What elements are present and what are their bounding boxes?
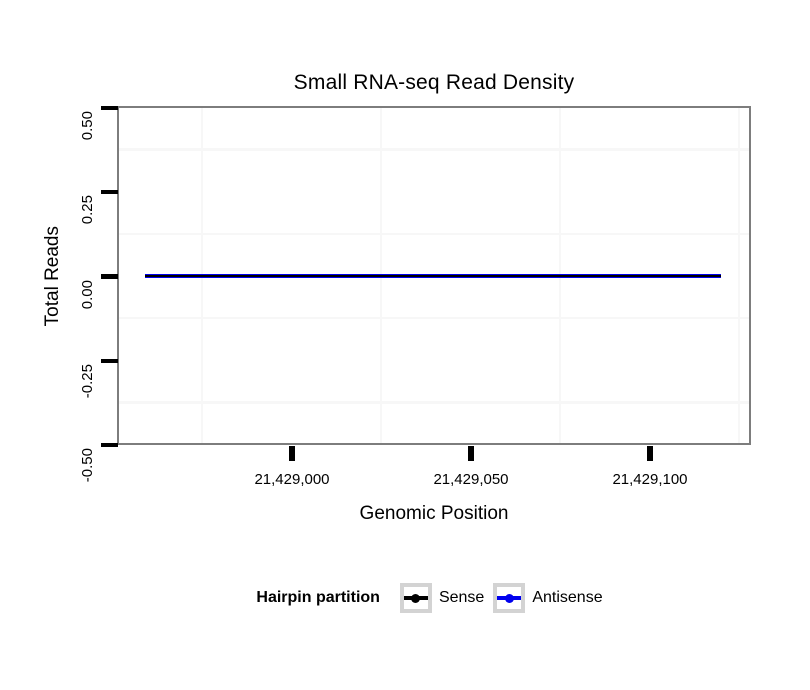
y-axis-title: Total Reads (42, 226, 63, 327)
gridline-minor-horizontal (119, 316, 749, 320)
legend-key-sense (399, 583, 432, 613)
y-axis-tick-label: 0.25 (79, 195, 96, 225)
y-axis-tick (101, 442, 118, 448)
x-axis-tick (647, 445, 653, 461)
legend-key-point-icon (411, 593, 421, 603)
x-axis-tick (468, 445, 474, 461)
y-axis-tick (101, 358, 118, 363)
y-axis-tick-label: -0.50 (79, 448, 96, 483)
gridline-minor-horizontal (119, 401, 749, 404)
chart-title: Small RNA-seq Read Density (293, 71, 575, 94)
x-axis-tick (289, 445, 295, 461)
y-axis-tick (101, 190, 118, 195)
y-axis-tick (101, 105, 118, 111)
gridline-minor-vertical (737, 108, 741, 443)
legend-key-point-icon (504, 593, 514, 603)
gridline-minor-horizontal (119, 148, 749, 151)
legend-title: Hairpin partition (256, 589, 380, 606)
legend: Hairpin partition Sense Antisense (117, 578, 751, 618)
series-line-sense (144, 274, 722, 278)
plot-panel (117, 106, 751, 445)
legend-label-sense: Sense (438, 589, 485, 606)
legend-key-antisense (493, 583, 526, 613)
y-axis-tick-label: 0.50 (79, 111, 96, 141)
x-axis-title: Genomic Position (359, 503, 509, 524)
x-axis-tick-label: 21,429,050 (433, 471, 509, 488)
y-axis-tick-label: 0.00 (79, 279, 96, 309)
gridline-minor-horizontal (119, 232, 749, 236)
x-axis-tick-label: 21,429,000 (254, 471, 330, 488)
x-axis-tick-label: 21,429,100 (612, 471, 688, 488)
y-axis-tick (101, 274, 118, 279)
y-axis-tick-label: -0.25 (79, 363, 96, 398)
legend-label-antisense: Antisense (532, 589, 603, 606)
